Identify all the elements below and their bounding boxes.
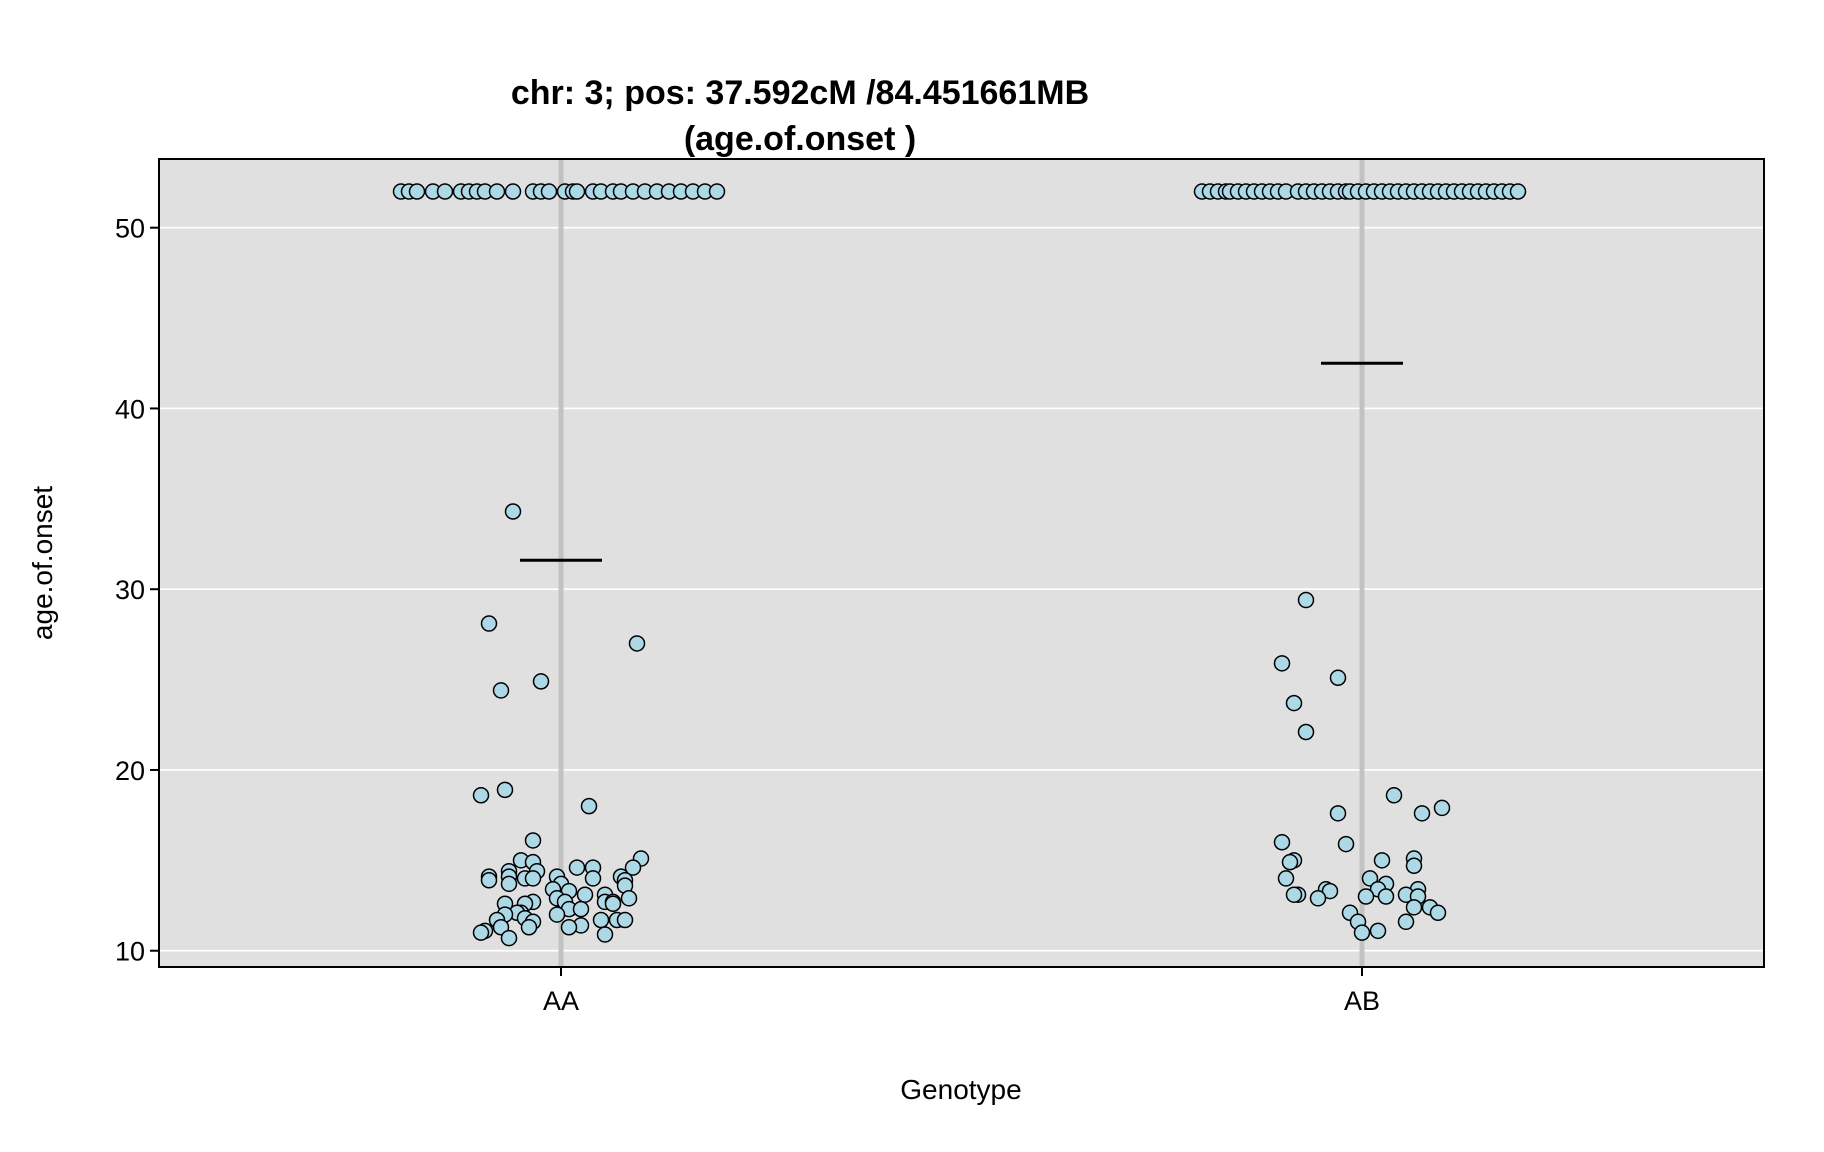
point-AB-65 [1285,886,1303,903]
point-AA-80 [592,911,610,929]
point-AA-35 [472,787,490,804]
x-tick-label-AB: AB [1344,986,1380,1016]
y-tick-label-30: 30 [115,575,145,605]
point-AA-16 [568,183,586,200]
point-AA-90 [500,929,518,947]
y-tick-label-10: 10 [115,937,145,967]
point-AB-56 [1405,857,1423,875]
point-AA-36 [580,797,598,815]
point-AB-74 [1429,904,1447,922]
point-AB-54 [1281,853,1299,871]
point-AA-86 [520,918,538,936]
data-points [392,183,1527,947]
point-AA-29 [504,503,522,520]
point-AA-10 [504,183,522,200]
point-AA-41 [624,859,642,876]
point-AA-53 [480,871,498,889]
x-axis-label: Genotype [900,1074,1021,1105]
point-AB-63 [1321,882,1339,900]
point-AB-55 [1373,852,1391,869]
point-AB-57 [1277,870,1295,887]
point-AA-28 [708,183,726,200]
grid-lines [159,226,1764,952]
point-AB-47 [1433,799,1451,817]
point-AA-88 [472,924,490,941]
plot-border [158,158,1765,968]
chart-subtitle: (age.of.onset ) [684,120,916,158]
point-AA-85 [560,918,578,936]
y-axis: 10 20 30 40 50 [115,214,159,967]
point-AA-4 [436,183,454,200]
point-AA-89 [596,926,614,943]
point-AB-49 [1329,805,1347,822]
point-AA-32 [532,673,550,690]
y-tick-label-50: 50 [115,214,145,244]
y-tick-label-40: 40 [115,394,145,424]
point-AB-71 [1405,899,1423,916]
point-AA-2 [408,183,426,200]
point-AA-9 [488,183,506,200]
point-AA-82 [616,911,634,929]
point-AB-41 [1297,591,1315,609]
point-AA-42 [568,859,586,876]
point-AA-60 [576,886,594,903]
y-axis-label: age.of.onset [27,486,58,640]
point-AA-63 [620,890,638,907]
plot-panel [159,159,1764,967]
point-AB-40 [1509,183,1527,200]
point-AB-70 [1309,890,1327,907]
point-AA-37 [524,832,542,849]
point-AA-55 [500,875,518,893]
x-axis: AA AB [543,967,1380,1016]
point-AB-67 [1357,888,1375,905]
point-AB-68 [1377,888,1395,905]
point-AB-77 [1353,924,1371,941]
point-AA-52 [584,870,602,887]
point-AB-51 [1337,835,1355,853]
point-AB-58 [1361,870,1379,887]
point-AB-43 [1329,669,1347,687]
point-AB-46 [1385,787,1403,804]
point-AA-51 [524,870,542,887]
point-AA-13 [540,183,558,200]
point-AA-75 [548,906,566,923]
x-tick-label-AA: AA [543,986,579,1016]
point-AB-78 [1369,922,1387,940]
point-AB-76 [1397,913,1415,931]
point-AA-33 [628,635,646,652]
genotype-center-lines [558,159,1365,967]
chart-title: chr: 3; pos: 37.592cM /84.451661MB [511,74,1089,112]
point-AB-42 [1273,655,1291,672]
point-AA-70 [604,895,622,912]
point-AA-30 [480,615,498,632]
point-AA-34 [496,781,514,799]
point-AA-72 [572,900,590,918]
point-AA-31 [492,682,510,699]
y-tick-label-20: 20 [115,756,145,786]
point-AB-48 [1413,805,1431,822]
point-AA-84 [492,918,510,936]
mean-lines [520,361,1403,562]
point-AB-44 [1285,694,1303,712]
point-AB-50 [1273,834,1291,851]
point-AB-45 [1297,723,1315,741]
